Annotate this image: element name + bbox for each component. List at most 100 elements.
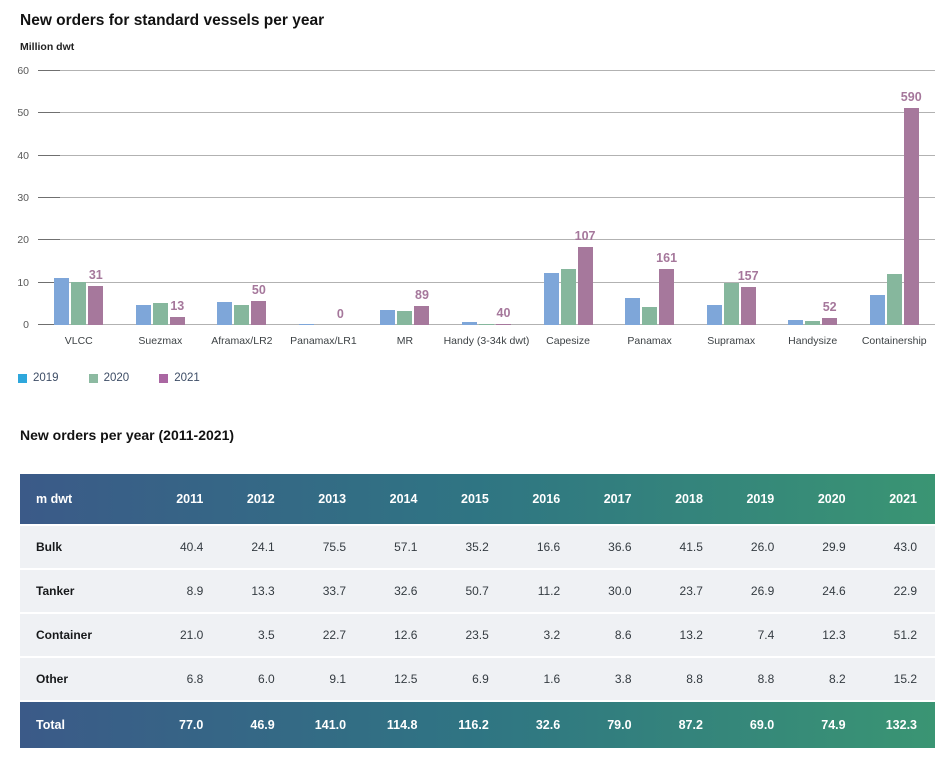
legend-swatch-2019: [18, 373, 27, 383]
bar-cluster: 89: [380, 288, 430, 325]
legend-label: 2021: [174, 372, 200, 384]
category-label: MR: [396, 335, 414, 347]
y-axis-tick-label: 50: [17, 107, 29, 120]
value-cell: 23.5: [465, 628, 489, 642]
header-cell: 2019: [746, 492, 775, 506]
chart-plot: 0 10 20 30 40 50 60 31 VLCC 13 Suezmax 50 Aframax/LR…: [17, 65, 935, 347]
header-cell: 2013: [318, 492, 347, 506]
table-total-row: Total 77.0 46.9 141.0 114.8 116.2 32.6 79.0 87.2…: [20, 702, 935, 748]
bar-group: 107 Capesize: [527, 71, 609, 347]
value-cell: 29.9: [822, 540, 846, 554]
chart-legend: 2019 2020 2021: [18, 372, 200, 384]
value-cell: 8.2: [828, 672, 846, 686]
bar-group: 52 Handysize: [772, 71, 854, 347]
value-cell: 57.1: [394, 540, 418, 554]
value-cell: 13.2: [679, 628, 703, 642]
bar-value-label: 161: [656, 251, 678, 266]
gridline: [38, 70, 935, 71]
value-cell: 3.2: [543, 628, 561, 642]
gridline: [38, 112, 935, 114]
value-cell: 23.7: [679, 584, 703, 598]
bar-2020: [234, 305, 250, 325]
bar-group: 590 Containership: [853, 71, 935, 347]
header-cell: 2014: [389, 492, 418, 506]
bar-2021: 50: [251, 283, 267, 325]
bar-group: 40 Handy (3-34k dwt): [444, 71, 530, 347]
category-label: Aframax/LR2: [211, 335, 273, 347]
bar-2019: [462, 321, 477, 325]
bar-2019: [135, 304, 151, 325]
legend-swatch-2020: [88, 373, 98, 383]
bar-2021: 89: [414, 288, 430, 325]
bar-value-label: 40: [496, 305, 511, 320]
value-cell: 51.2: [893, 628, 917, 642]
bar-2021: 157: [738, 269, 759, 325]
orders-table: m dwt 2011 2012 2013 2014 2015 2016 2017 2018 201…: [20, 474, 935, 748]
row-label: Other: [36, 672, 69, 686]
value-cell: 21.0: [180, 628, 204, 642]
header-cell: 2011: [176, 492, 204, 506]
total-value-cell: 77.0: [179, 718, 204, 732]
value-cell: 1.6: [543, 672, 561, 686]
bar-2021: 13: [169, 299, 185, 325]
bar-group: 157 Supramax: [690, 71, 772, 347]
gridline: [38, 197, 935, 198]
bar-cluster: 107: [543, 229, 595, 325]
bar-2021: 40: [496, 306, 511, 325]
value-cell: 22.7: [322, 628, 347, 642]
bar-2021: 590: [901, 90, 922, 325]
value-cell: 8.9: [186, 584, 204, 598]
header-cell: 2015: [461, 492, 489, 506]
chart-title: New orders for standard vessels per year: [20, 12, 325, 29]
legend-item-2021: 2021: [159, 372, 200, 384]
gridline: [38, 281, 935, 283]
bar-2019: [380, 310, 396, 325]
bar-value-label: 89: [415, 288, 429, 303]
value-cell: 3.5: [258, 628, 275, 642]
legend-label: 2019: [33, 372, 59, 384]
legend-swatch-2021: [159, 373, 169, 383]
value-cell: 16.6: [536, 540, 561, 554]
bar-cluster: 590: [869, 90, 922, 325]
value-cell: 50.7: [465, 584, 489, 598]
table-row: Other 6.8 6.0 9.1 12.5 6.9 1.6 3.8 8.8 8.8 8.2 15.2: [20, 658, 935, 700]
value-cell: 8.6: [614, 628, 632, 642]
bar-2019: [298, 324, 314, 325]
bar-cluster: 31: [54, 268, 104, 325]
value-cell: 11.2: [537, 584, 561, 598]
bar-2019: [869, 294, 885, 325]
bar-value-label: 13: [170, 298, 185, 313]
value-cell: 3.8: [614, 672, 632, 686]
value-cell: 22.9: [893, 584, 917, 598]
bar-value-label: 31: [88, 267, 103, 282]
category-label: Capesize: [546, 335, 590, 347]
bar-2019: [54, 278, 70, 325]
total-value-cell: 32.6: [535, 718, 561, 732]
value-cell: 8.8: [686, 672, 703, 686]
total-value-cell: 116.2: [458, 718, 489, 732]
value-cell: 6.8: [186, 672, 204, 686]
bar-2020: [479, 323, 494, 325]
legend-label: 2020: [103, 372, 130, 384]
bar-2020: [397, 311, 413, 325]
bar-cluster: 52: [788, 300, 838, 325]
bar-2020: [71, 282, 87, 325]
value-cell: 7.4: [757, 628, 775, 642]
value-cell: 12.6: [394, 628, 418, 642]
category-label: Panamax: [627, 335, 672, 347]
value-cell: 30.0: [608, 584, 632, 598]
header-cell: m dwt: [36, 492, 73, 506]
total-value-cell: 46.9: [250, 718, 275, 732]
bar-2019: [217, 302, 233, 325]
bar-group: 89 MR: [364, 71, 446, 347]
chart-unit-label: Million dwt: [20, 41, 75, 53]
bar-2021: 31: [88, 268, 104, 325]
y-axis-tick-label: 0: [23, 319, 29, 331]
y-axis-tick-label: 30: [17, 192, 29, 204]
table-row: Tanker 8.9 13.3 33.7 32.6 50.7 11.2 30.0 23.7 26.…: [20, 570, 935, 612]
header-cell: 2016: [532, 492, 561, 506]
y-axis-tick-label: 60: [17, 65, 29, 77]
value-cell: 43.0: [893, 540, 917, 554]
legend-item-2019: 2019: [18, 372, 59, 384]
y-axis-tick-label: 20: [17, 234, 29, 247]
